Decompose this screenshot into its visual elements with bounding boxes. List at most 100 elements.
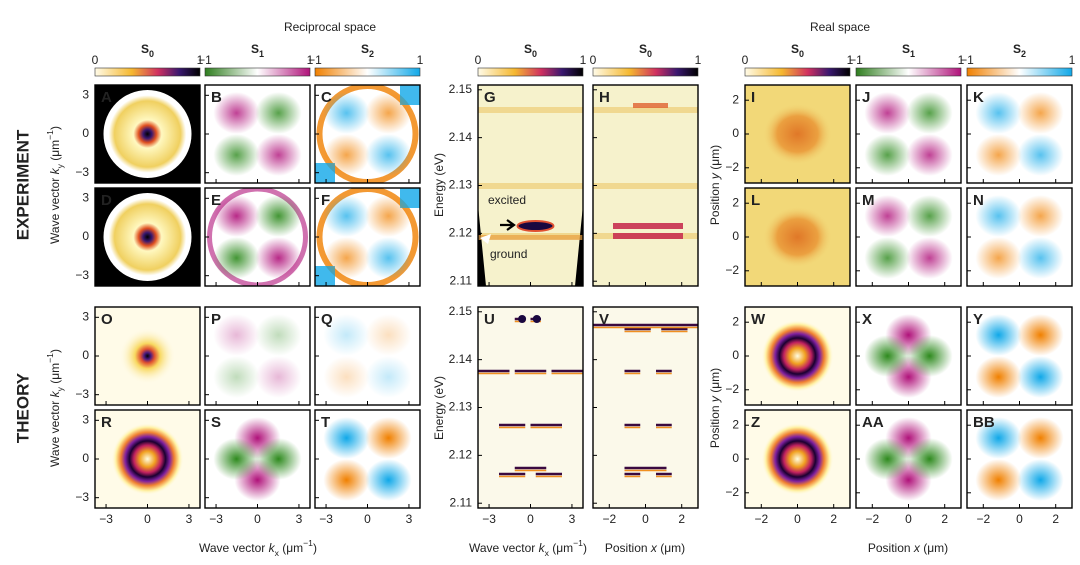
axis-label: Energy (eV) — [432, 153, 446, 217]
y-tick-label: 2.14 — [449, 352, 473, 366]
mode — [516, 220, 555, 232]
y-tick-label: −3 — [75, 165, 89, 179]
y-tick-label: 2.12 — [449, 448, 473, 462]
panel-image — [95, 307, 200, 405]
panel-label: C — [321, 89, 332, 106]
lobe — [1017, 195, 1064, 237]
y-tick-label: −2 — [725, 485, 739, 499]
arrow — [480, 234, 491, 244]
lobe — [906, 438, 953, 480]
colorbar-tick-label: 1 — [580, 53, 587, 67]
label-part: Position — [708, 179, 722, 225]
label-part: S — [1013, 42, 1021, 56]
lobe — [1017, 92, 1064, 134]
y-tick-label: −3 — [75, 490, 89, 504]
lobe — [365, 417, 412, 459]
label-part: x — [275, 548, 280, 558]
y-tick-label: 3 — [82, 309, 89, 323]
panel: B — [204, 84, 311, 184]
x-tick-label: −2 — [754, 512, 768, 526]
label-part: S — [639, 42, 647, 56]
lobe — [323, 237, 370, 279]
label-part: Position — [605, 541, 651, 555]
colorbar-tick-label: −1 — [849, 53, 863, 67]
lobe — [906, 237, 953, 279]
label-part: (μm — [549, 541, 573, 555]
y-tick-label: 0 — [82, 348, 89, 362]
band — [613, 223, 683, 229]
label-part: y — [55, 386, 65, 391]
x-tick-label: 3 — [569, 512, 576, 526]
panel-label: S — [211, 414, 221, 431]
panel-label: AA — [862, 414, 884, 431]
lobe — [906, 92, 953, 134]
panel-label: A — [101, 89, 112, 106]
x-tick-label: 0 — [144, 512, 151, 526]
colorbar-label: S0 — [639, 42, 652, 59]
colorbar-tick-label: 1 — [1069, 53, 1076, 67]
panel: U −3 0 3 2.11 2.12 2.13 2.14 2.15 — [449, 304, 584, 526]
lobe — [323, 195, 370, 237]
image — [119, 328, 176, 384]
x-tick-label: −3 — [319, 512, 333, 526]
panel-label: V — [599, 311, 609, 328]
panel-label: K — [973, 89, 984, 106]
panel: Q — [314, 306, 421, 406]
y-tick-label: 2.12 — [449, 226, 473, 240]
x-tick-label: 3 — [186, 512, 193, 526]
panel: BB −2 0 2 — [966, 409, 1073, 526]
panel-bg — [593, 307, 698, 508]
panel-image — [967, 307, 1072, 405]
y-tick-label: 2 — [732, 314, 739, 328]
label-part: S — [251, 42, 259, 56]
lobe — [365, 195, 412, 237]
panel: R −3 0 3 −3 0 3 — [75, 409, 201, 526]
colorbar — [855, 67, 962, 77]
colorbar — [204, 67, 311, 77]
colorbar-tick-label: 1 — [197, 53, 204, 67]
panel-label: BB — [973, 414, 995, 431]
panel-image — [856, 307, 961, 405]
lobe — [975, 92, 1022, 134]
label-part: ) — [583, 541, 587, 555]
x-tick-label: 0 — [1016, 512, 1023, 526]
panel-bg — [478, 307, 583, 508]
lobe — [255, 134, 302, 176]
y-tick-label: −3 — [75, 268, 89, 282]
y-tick-label: 2 — [732, 195, 739, 209]
y-tick-label: 2 — [732, 92, 739, 106]
panel: H — [592, 84, 699, 287]
lobe — [1017, 459, 1064, 501]
image — [761, 423, 834, 495]
panel-image — [967, 410, 1072, 508]
lobe — [864, 335, 911, 377]
panel: W −2 0 2 — [725, 306, 851, 406]
label-part: x — [913, 541, 921, 555]
image — [103, 193, 192, 281]
image — [111, 423, 184, 495]
y-tick-label: 3 — [82, 412, 89, 426]
lobe — [365, 237, 412, 279]
colorbar — [477, 67, 584, 77]
lobe — [906, 335, 953, 377]
axis-label: Energy (eV) — [432, 376, 446, 440]
label-part: Wave vector — [469, 541, 539, 555]
panel-image — [478, 307, 583, 508]
panel-label: Y — [973, 311, 983, 328]
header: Real space — [810, 20, 870, 34]
lobe — [975, 417, 1022, 459]
lobe — [323, 459, 370, 501]
y-tick-label: 0 — [82, 229, 89, 243]
label-part: ) — [313, 541, 317, 555]
arrow — [500, 219, 516, 231]
colorbar-tick-label: 1 — [307, 53, 314, 67]
axis-label: Wave vector kx (μm−1) — [469, 538, 587, 558]
panel: P — [204, 306, 311, 406]
panel-image — [95, 188, 200, 286]
y-tick-label: 2.13 — [449, 178, 473, 192]
axis-label: Wave vector ky (μm−1) — [45, 349, 65, 467]
lobe — [323, 314, 370, 356]
colorbar-label: S0 — [791, 42, 804, 59]
panel-image — [745, 188, 850, 286]
panel-image — [967, 188, 1072, 286]
